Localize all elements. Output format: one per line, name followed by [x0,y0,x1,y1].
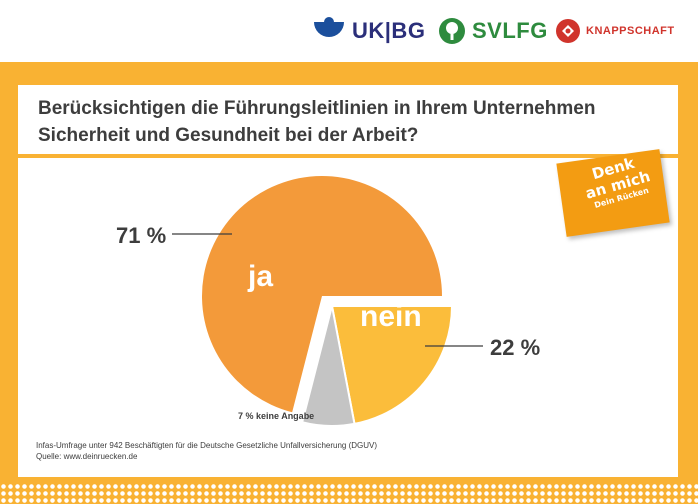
pie-slice-ja [202,176,442,413]
chart-title: Berücksichtigen die Führungsleitlinien i… [18,85,678,158]
value-label-ja: 71 % [116,223,167,248]
svlfg-logo-text: SVLFG [472,18,548,43]
knappschaft-logo: KNAPPSCHAFT [555,14,675,48]
chart-title-line2: Sicherheit und Gesundheit bei der Arbeit… [38,125,419,146]
value-label-keine-angabe: 7 % keine Angabe [238,411,315,421]
value-label-nein: 22 % [490,335,541,360]
pie-slice-keine-angabe [300,305,356,427]
knappschaft-logo-text: KNAPPSCHAFT [586,25,675,37]
pie-slice-nein [330,305,454,426]
svlfg-tree-icon [439,18,465,44]
source-line2: Quelle: www.deinruecken.de [36,452,138,461]
ukbg-logo-icon [314,17,344,37]
svlfg-logo: SVLFG [438,14,548,48]
slice-label-nein: nein [360,300,422,333]
ukbg-logo: UK|BG [312,14,425,48]
source-note: Infas-Umfrage unter 942 Beschäftigten fü… [36,440,377,462]
source-line1: Infas-Umfrage unter 942 Beschäftigten fü… [36,441,378,450]
ukbg-logo-text: UK|BG [352,18,426,43]
header: UK|BG SVLFG KNAPPSCHAFT [0,0,698,62]
dotted-footer-border [0,482,698,504]
slice-label-ja: ja [248,260,274,293]
knappschaft-logo-icon [556,19,580,43]
chart-title-line1: Berücksichtigen die Führungsleitlinien i… [38,98,596,119]
